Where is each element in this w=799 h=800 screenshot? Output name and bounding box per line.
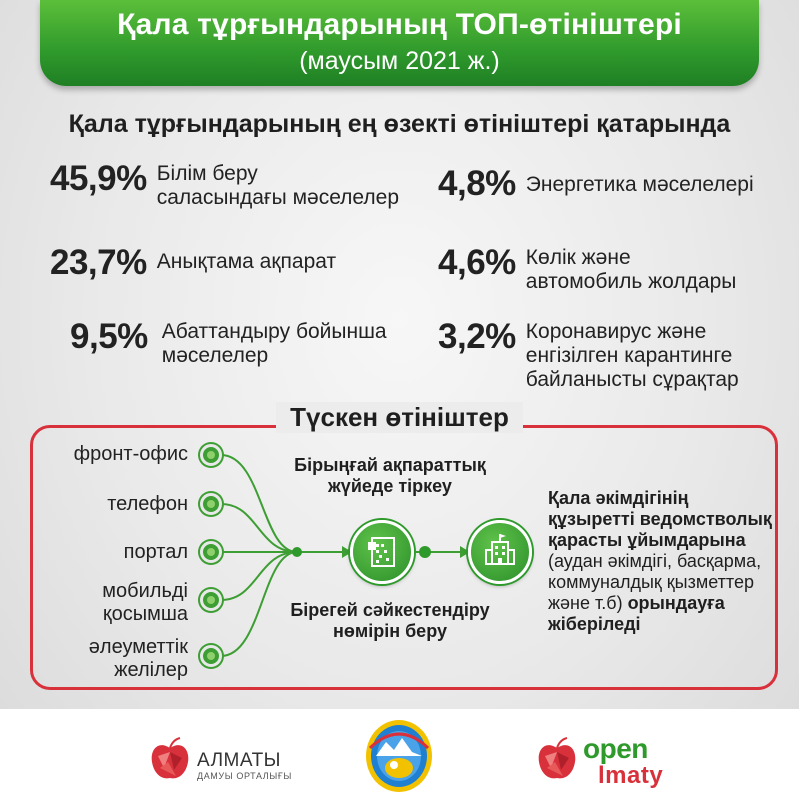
stat-label: Анықтама ақпарат (156, 250, 337, 273)
almaty-brand-name: АЛМАТЫ (197, 750, 282, 771)
stat-item-transport: 4,6% Көлік және автомобиль жолдары (438, 244, 736, 294)
stat-label: Абаттандыру бойынша мәселелер (161, 320, 387, 367)
stat-label: Энергетика мәселелері (525, 173, 754, 196)
register-system-icon (350, 520, 414, 584)
step-register-text: Бірыңғай ақпараттық жүйеде тіркеу (294, 455, 486, 496)
city-emblem-icon (366, 720, 432, 792)
stat-percent: 4,8% (438, 164, 516, 203)
stat-item-reference: 23,7% Анықтама ақпарат (50, 244, 336, 282)
stat-percent: 4,6% (438, 243, 516, 282)
process-title-wrap: Түскен өтініштер (0, 402, 799, 433)
stat-percent: 23,7% (50, 243, 147, 282)
source-dot-icon (200, 444, 222, 466)
source-social-networks: әлеуметтік желілер (88, 636, 188, 681)
stat-percent: 3,2% (438, 317, 516, 356)
result-text: Қала әкімдігінің құзыретті ведомстволық … (548, 488, 772, 634)
imaty-brand-text: lmaty (598, 762, 664, 789)
building-icon (468, 520, 532, 584)
stat-percent: 9,5% (70, 317, 148, 356)
section-title: Қала тұрғындарының ең өзекті өтініштері … (68, 110, 731, 138)
stat-label: Білім беру саласындағы мәселелер (156, 162, 400, 209)
almaty-brand-subtitle: ДАМУЫ ОРТАЛЫҒЫ (197, 771, 292, 781)
source-dot-icon (200, 645, 222, 667)
source-dot-icon (200, 541, 222, 563)
page-subtitle: (маусым 2021 ж.) (299, 47, 500, 75)
source-dot-icon (200, 589, 222, 611)
stat-item-coronavirus: 3,2% Коронавирус және енгізілген карантин… (438, 318, 739, 392)
header-banner: Қала тұрғындарының ТОП-өтініштері (маусы… (40, 0, 759, 86)
stat-label: Коронавирус және енгізілген карантинге бай… (525, 320, 739, 391)
source-dot-icon (200, 493, 222, 515)
almaty-apple-logo-icon (151, 737, 189, 779)
stat-item-education: 45,9% Білім беру саласындағы мәселелер (50, 160, 399, 210)
source-portal: портал (123, 541, 188, 563)
stat-percent: 45,9% (50, 159, 147, 198)
source-front-office: фронт-офис (73, 443, 188, 465)
step-id-text: Бірегей сәйкестендіру нөмірін беру (290, 600, 490, 641)
stat-label: Көлік және автомобиль жолдары (525, 246, 737, 293)
stat-item-landscaping: 9,5% Абаттандыру бойынша мәселелер (70, 318, 387, 368)
source-mobile-app: мобильді қосымша (102, 580, 188, 625)
source-phone: телефон (107, 493, 188, 515)
open-brand-text: open (583, 733, 648, 764)
open-almaty-apple-logo-icon (538, 737, 576, 779)
stat-item-energy: 4,8% Энергетика мәселелері (438, 165, 754, 203)
process-title: Түскен өтініштер (276, 402, 523, 433)
page-title: Қала тұрғындарының ТОП-өтініштері (117, 8, 682, 41)
